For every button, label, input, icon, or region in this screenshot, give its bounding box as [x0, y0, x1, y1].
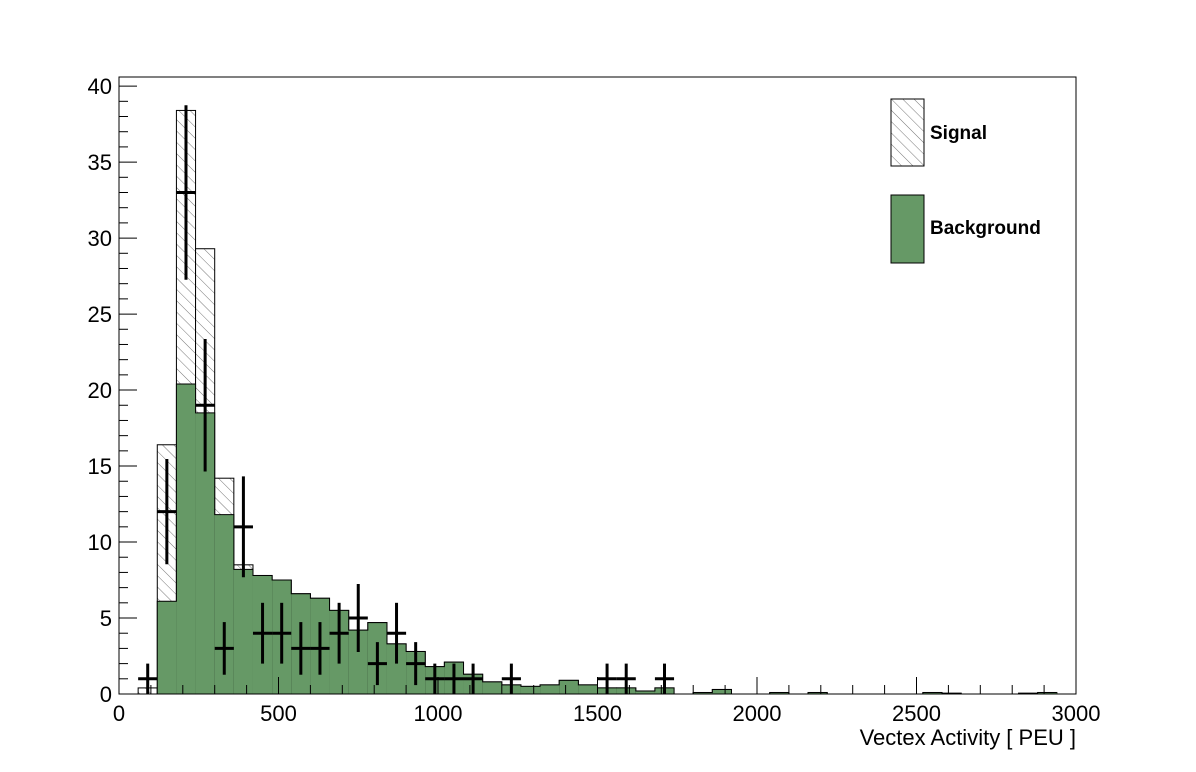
background-bar	[233, 569, 253, 694]
y-tick-label: 30	[88, 226, 112, 251]
background-bar	[769, 692, 789, 694]
data-point	[157, 458, 177, 565]
background-bar	[348, 630, 368, 694]
y-tick-label: 35	[88, 150, 112, 175]
data-point	[272, 602, 292, 664]
data-point	[425, 663, 445, 694]
y-tick-label: 20	[88, 378, 112, 403]
background-bar	[712, 689, 732, 694]
data-point	[176, 105, 196, 280]
legend-swatch-background	[890, 194, 925, 264]
background-bar	[635, 690, 655, 694]
data-point	[654, 663, 675, 694]
x-tick-label: 2000	[733, 701, 782, 726]
background-bar	[195, 412, 215, 694]
data-point	[463, 663, 483, 694]
background-bar	[922, 692, 943, 694]
data-point	[138, 663, 158, 694]
legend: Signal Background	[890, 98, 1041, 264]
data-point	[616, 663, 636, 694]
data-point	[310, 622, 330, 675]
x-tick-label: 1500	[573, 701, 622, 726]
background-bar	[808, 692, 828, 694]
plot-area	[137, 105, 1058, 695]
data-point	[367, 642, 387, 686]
background-bar	[559, 680, 579, 694]
data-point	[406, 642, 426, 686]
background-bar	[693, 692, 713, 694]
x-axis-title: Vectex Activity [ PEU ]	[860, 725, 1076, 750]
x-tick-label: 3000	[1052, 701, 1101, 726]
y-tick-label: 15	[88, 454, 112, 479]
data-point	[252, 602, 273, 664]
background-bar	[520, 686, 541, 694]
x-tick-label: 1000	[414, 701, 463, 726]
background-bar	[578, 684, 598, 694]
data-point	[195, 339, 215, 472]
data-point	[597, 663, 617, 694]
data-point	[501, 663, 521, 694]
legend-label-background: Background	[930, 218, 1041, 239]
x-tick-label: 0	[113, 701, 125, 726]
data-point	[444, 663, 464, 694]
y-tick-label: 0	[100, 682, 112, 707]
background-bar	[386, 643, 407, 694]
x-tick-label: 500	[260, 701, 297, 726]
background-bar	[1037, 692, 1057, 694]
y-tick-label: 10	[88, 530, 112, 555]
background-bar	[540, 684, 560, 694]
data-point	[329, 602, 349, 664]
data-point	[214, 622, 234, 675]
x-tick-label: 2500	[892, 701, 941, 726]
y-tick-label: 5	[100, 606, 112, 631]
background-bar	[482, 681, 502, 694]
data-point	[386, 602, 407, 664]
y-tick-label: 40	[88, 74, 112, 99]
axes: 0 500 1000 1500 2000 2500 3000 0 5 10 15 20 25 30 35 40	[88, 74, 1101, 726]
data-point	[291, 622, 311, 675]
legend-swatch-signal	[890, 98, 925, 167]
background-bar	[176, 383, 196, 694]
data-point	[348, 584, 368, 652]
data-point	[233, 476, 253, 578]
y-tick-label: 25	[88, 302, 112, 327]
background-bar	[157, 601, 177, 694]
legend-label-signal: Signal	[930, 123, 987, 144]
